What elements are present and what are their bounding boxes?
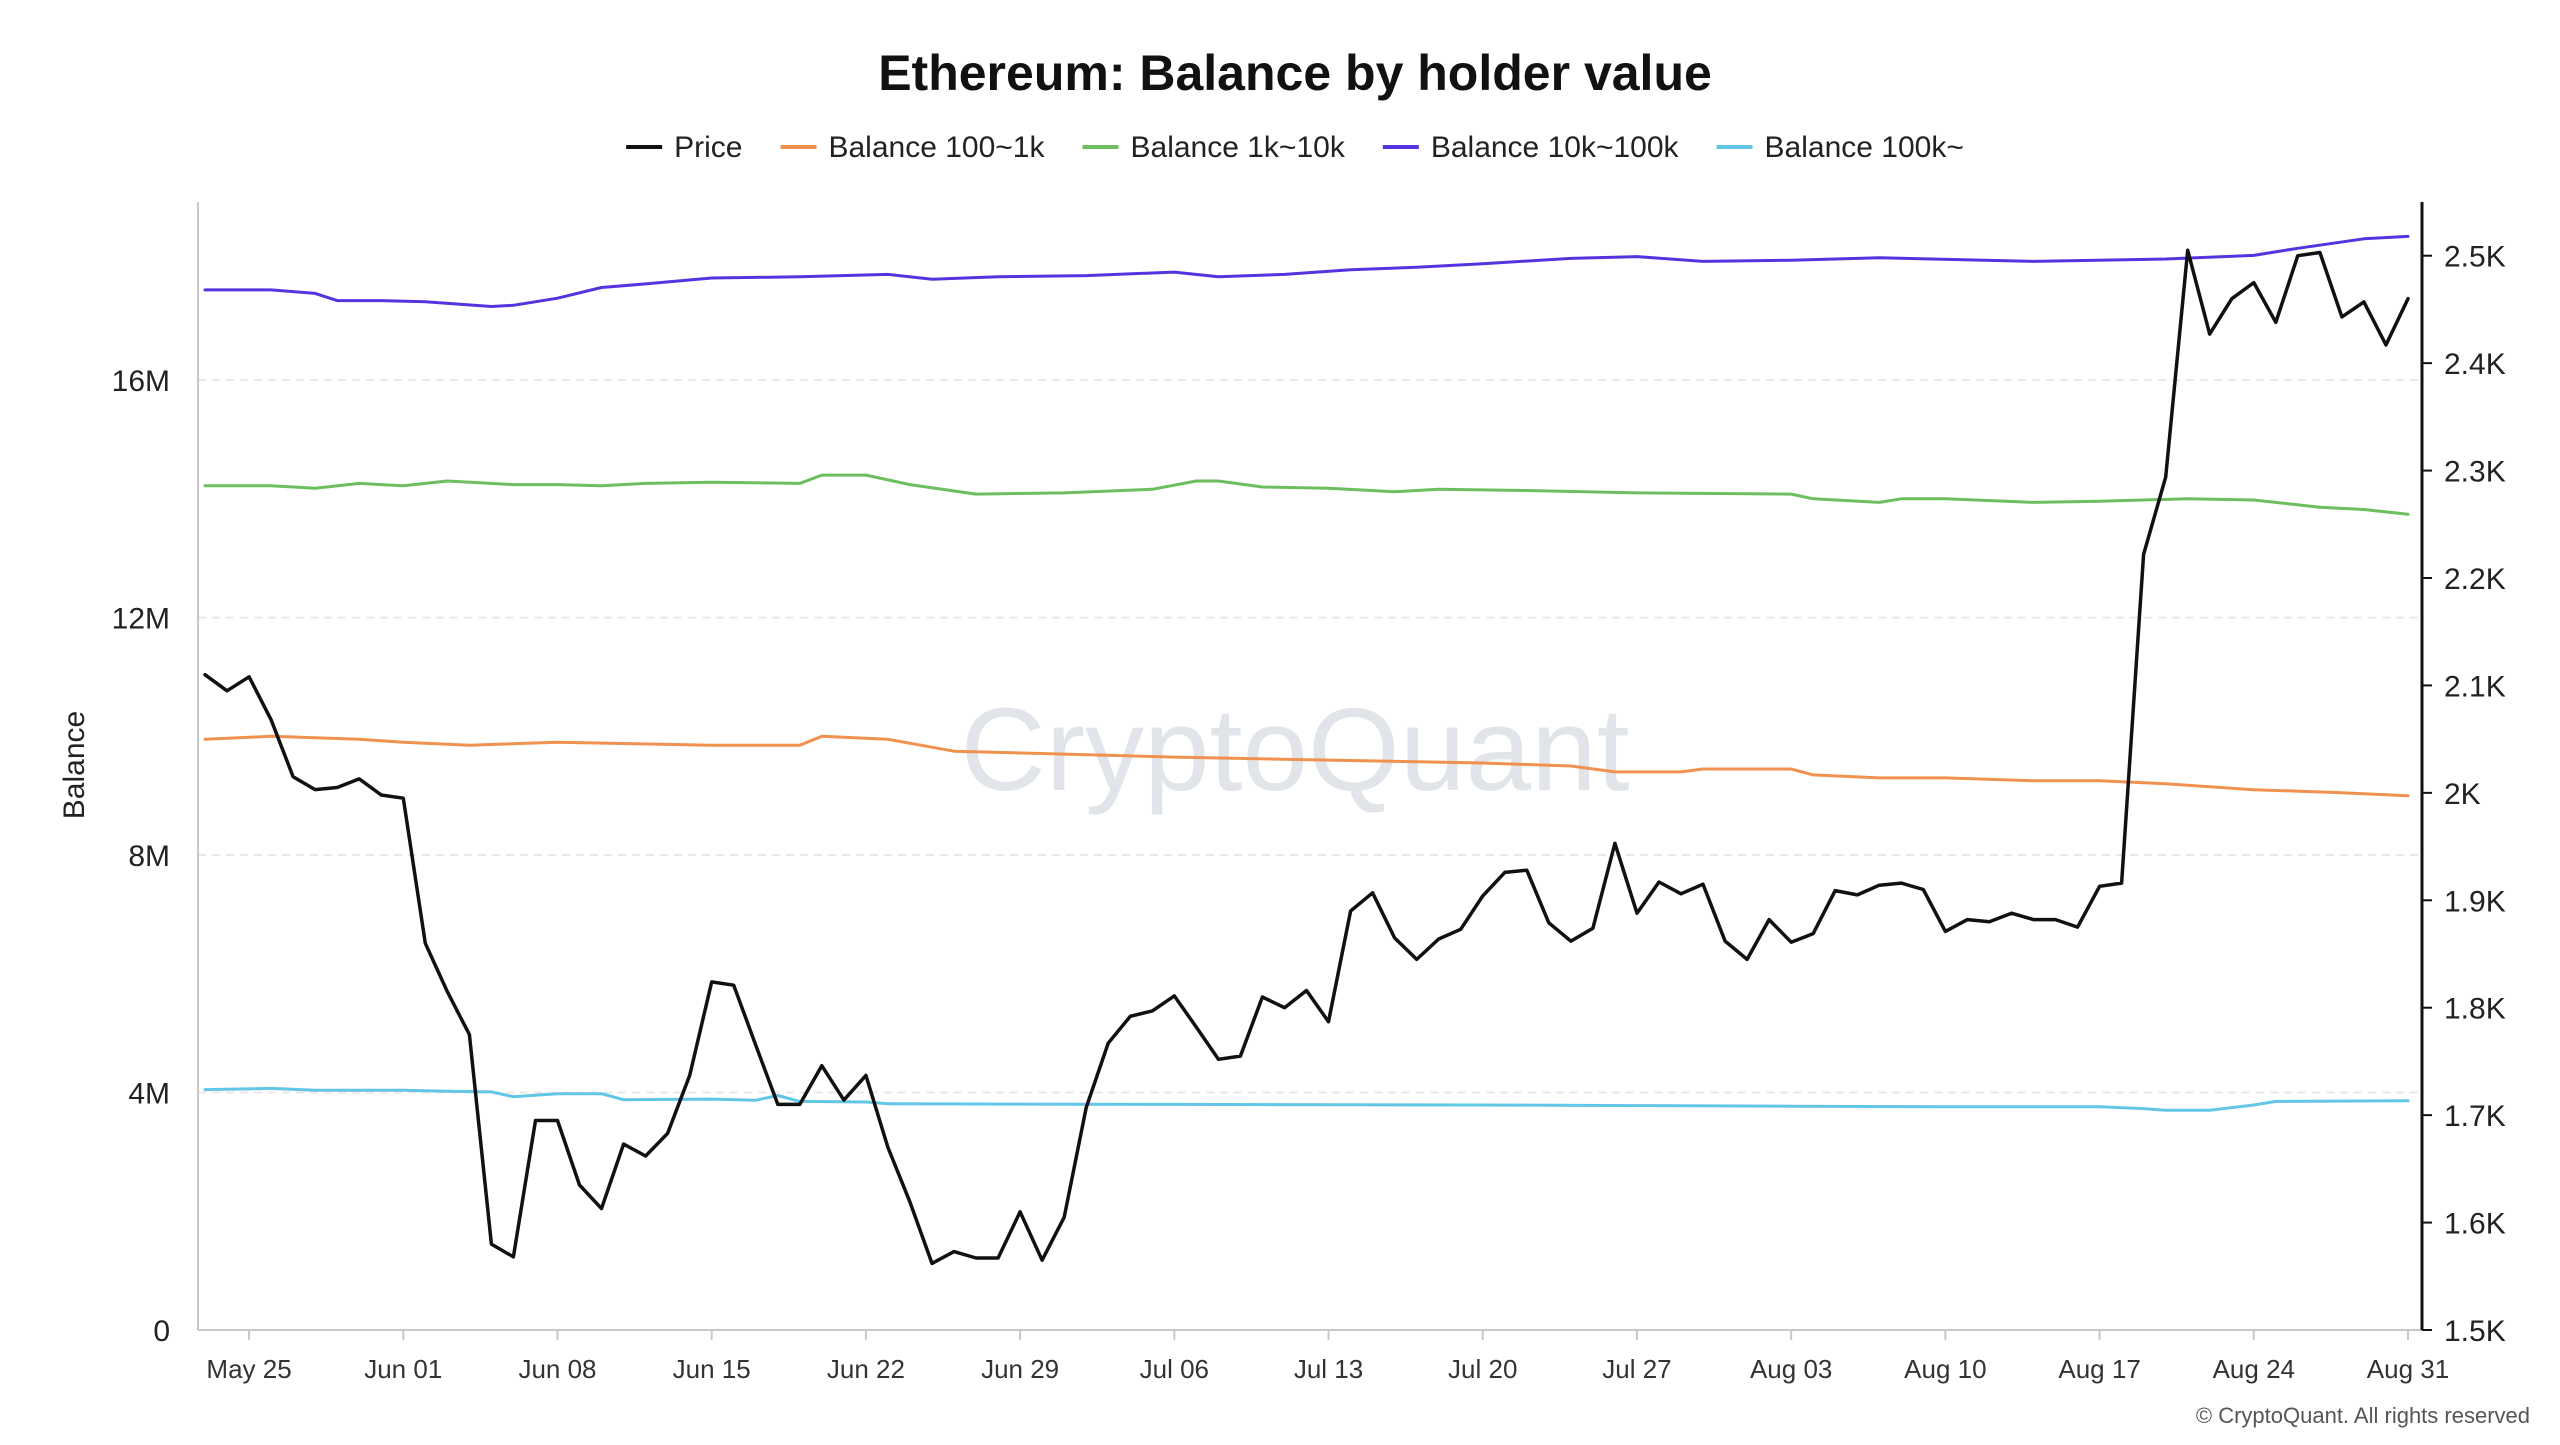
x-tick-label: Jun 22 — [827, 1354, 905, 1384]
x-tick-label: May 25 — [206, 1354, 291, 1384]
series-line-balance-1k-10k — [203, 473, 2410, 516]
legend-label: Balance 100~1k — [828, 131, 1045, 164]
legend-label: Balance 100k~ — [1765, 131, 1964, 164]
y-left-tick-label: 0 — [153, 1315, 170, 1348]
x-tick-label: Jul 06 — [1140, 1354, 1209, 1384]
y-left-tick-label: 12M — [112, 603, 170, 636]
copyright-text: © CryptoQuant. All rights reserved — [2196, 1403, 2530, 1428]
y-right-tick-label: 1.8K — [2444, 993, 2506, 1026]
y-right-tick-label: 1.9K — [2444, 885, 2506, 918]
y-right-tick-label: 2.3K — [2444, 456, 2506, 489]
axes — [197, 202, 2424, 1331]
y-left-tick-label: 16M — [112, 365, 170, 398]
y-right-tick-label: 2.5K — [2444, 241, 2506, 274]
y-right-tick-label: 1.6K — [2444, 1208, 2506, 1241]
y-axis-label-left: Balance — [58, 711, 91, 819]
x-tick-label: Aug 10 — [1904, 1354, 1986, 1384]
y-left-tick-label: 8M — [128, 840, 170, 873]
legend-label: Balance 1k~10k — [1131, 131, 1346, 164]
x-tick-label: Aug 03 — [1750, 1354, 1832, 1384]
x-tick-label: Aug 24 — [2213, 1354, 2295, 1384]
x-tick-label: Jun 29 — [981, 1354, 1059, 1384]
series-line-balance-10k-100k — [203, 234, 2410, 308]
y-right-tick-label: 2.4K — [2444, 348, 2506, 381]
x-tick-label: Jul 27 — [1602, 1354, 1671, 1384]
y-right-tick-label: 1.7K — [2444, 1100, 2506, 1133]
x-tick-label: Aug 17 — [2058, 1354, 2140, 1384]
series-line-balance-100k — [203, 1086, 2410, 1112]
y-right-tick-label: 2.2K — [2444, 563, 2506, 596]
series-line-balance-100-1k — [203, 734, 2410, 798]
x-tick-label: Jul 13 — [1294, 1354, 1363, 1384]
x-tick-label: Jul 20 — [1448, 1354, 1517, 1384]
chart-title: Ethereum: Balance by holder value — [878, 45, 1712, 101]
y-right-tick-label: 1.5K — [2444, 1315, 2506, 1348]
x-tick-label: Aug 31 — [2367, 1354, 2449, 1384]
x-tick-label: Jun 15 — [673, 1354, 751, 1384]
x-tick-label: Jun 01 — [364, 1354, 442, 1384]
series-layer — [203, 234, 2410, 1266]
y-right-tick-label: 2.1K — [2444, 670, 2506, 703]
y-left-ticks: 0 4M 8M 12M 16M — [112, 365, 170, 1348]
legend-label: Balance 10k~100k — [1431, 131, 1680, 164]
watermark: CryptoQuant — [961, 684, 1630, 816]
x-tick-label: Jun 08 — [518, 1354, 596, 1384]
series-line-price — [203, 248, 2410, 1266]
y-left-tick-label: 4M — [128, 1078, 170, 1111]
y-right-tick-label: 2K — [2444, 778, 2481, 811]
x-ticks: May 25 Jun 01 Jun 08 Jun 15 Jun 22 Jun 29 Jul … — [206, 1330, 2449, 1384]
legend-label: Price — [674, 131, 742, 164]
y-right-ticks: 1.5K 1.6K 1.7K 1.8K 1.9K 2K 2.1K 2.2K 2.3K 2.4K 2.… — [2422, 241, 2506, 1348]
legend: Price Balance 100~1k Balance 1k~10k Balance… — [626, 131, 1964, 164]
